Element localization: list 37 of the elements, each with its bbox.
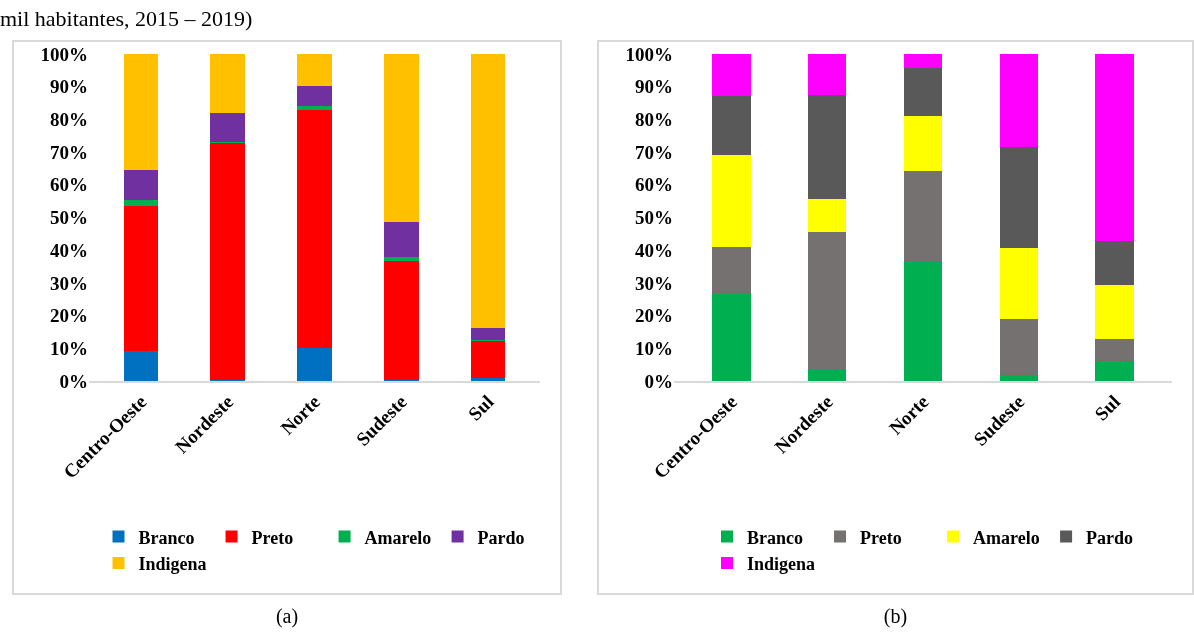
legend-label: Branco xyxy=(747,527,803,548)
legend-label: Pardo xyxy=(477,527,525,548)
y-tick-label: 0% xyxy=(644,370,673,392)
legend-label: Amarelo xyxy=(364,527,432,548)
y-tick-label: 50% xyxy=(635,207,673,229)
x-tick-label: Sul xyxy=(463,391,498,425)
y-tick-label: 80% xyxy=(635,109,673,131)
text: (b) xyxy=(882,605,909,628)
text: (a) xyxy=(274,605,300,628)
y-tick-label: 20% xyxy=(635,305,673,327)
y-tick-label: 100% xyxy=(625,43,673,65)
y-tick-label: 90% xyxy=(635,76,673,98)
y-tick-label: 80% xyxy=(50,109,88,131)
legend-label: Indigena xyxy=(138,553,207,574)
legend-label: Pardo xyxy=(1086,527,1134,548)
y-tick-label: 60% xyxy=(635,174,673,196)
x-tick-label: Sul xyxy=(1090,391,1125,425)
legend-label: Preto xyxy=(251,527,294,548)
y-tick-label: 30% xyxy=(50,272,88,294)
y-tick-label: 50% xyxy=(50,207,88,229)
y-tick-label: 70% xyxy=(50,141,88,163)
legend-label: Indigena xyxy=(747,553,816,574)
y-tick-label: 100% xyxy=(40,43,88,65)
y-tick-label: 60% xyxy=(50,174,88,196)
y-tick-label: 20% xyxy=(50,305,88,327)
y-tick-label: 0% xyxy=(59,370,88,392)
chart-title: mil habitantes, 2015 – 2019) xyxy=(0,6,253,32)
y-tick-label: 90% xyxy=(50,76,88,98)
y-tick-label: 10% xyxy=(50,337,88,359)
y-tick-label: 40% xyxy=(635,239,673,261)
y-tick-label: 70% xyxy=(635,141,673,163)
y-tick-label: 10% xyxy=(635,337,673,359)
y-tick-label: 40% xyxy=(50,239,88,261)
y-tick-label: 30% xyxy=(635,272,673,294)
legend-label: Branco xyxy=(138,527,195,548)
legend-label: Preto xyxy=(860,527,902,548)
legend-label: Amarelo xyxy=(973,527,1040,548)
